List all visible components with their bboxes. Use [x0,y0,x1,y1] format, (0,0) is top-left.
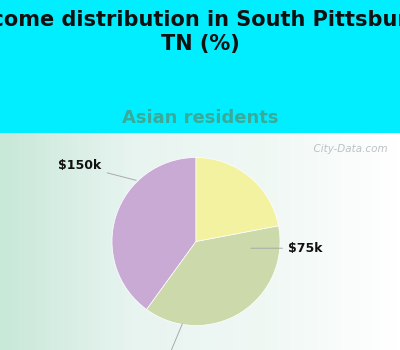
Text: Income distribution in South Pittsburg,
TN (%): Income distribution in South Pittsburg, … [0,10,400,54]
Wedge shape [147,226,280,326]
Text: $50k: $50k [147,324,182,350]
Wedge shape [196,158,278,241]
Text: Asian residents: Asian residents [122,108,278,126]
Text: $150k: $150k [58,159,136,180]
Wedge shape [112,158,196,309]
Text: City-Data.com: City-Data.com [307,144,388,154]
Text: $75k: $75k [251,242,322,255]
